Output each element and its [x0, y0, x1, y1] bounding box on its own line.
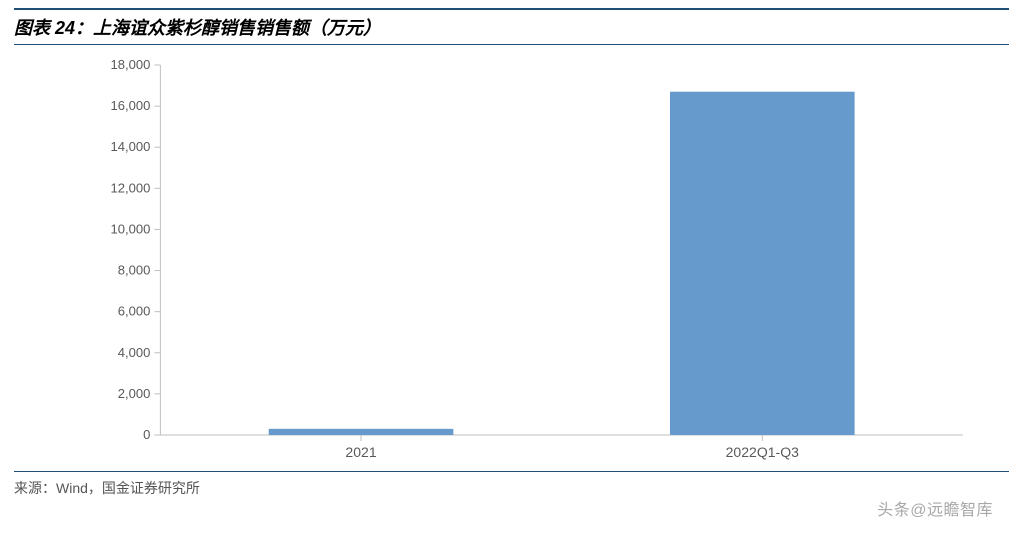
svg-text:2022Q1-Q3: 2022Q1-Q3 — [726, 444, 800, 460]
source-line: 来源：Wind，国金证券研究所 — [14, 478, 1009, 498]
svg-text:4,000: 4,000 — [118, 345, 151, 360]
svg-text:12,000: 12,000 — [110, 180, 150, 195]
svg-text:0: 0 — [143, 427, 150, 442]
chart-title: 图表 24：上海谊众紫杉醇销售销售额（万元） — [14, 12, 1009, 44]
title-main: 上海谊众紫杉醇销售销售额（万元） — [93, 18, 381, 38]
watermark: 头条@远瞻智库 — [877, 496, 993, 520]
svg-text:8,000: 8,000 — [118, 263, 151, 278]
source-text: Wind，国金证券研究所 — [56, 480, 200, 496]
svg-text:18,000: 18,000 — [110, 57, 150, 72]
bar-chart: 0 2,000 4,000 6,000 8,000 10,000 12,000 14,000 1… — [40, 55, 983, 465]
header-top-rule — [14, 8, 1009, 10]
footer-rule — [14, 471, 1009, 472]
header-underline — [14, 44, 1009, 45]
svg-text:10,000: 10,000 — [110, 221, 150, 236]
svg-text:2021: 2021 — [345, 444, 376, 460]
source-label: 来源： — [14, 480, 56, 496]
svg-text:16,000: 16,000 — [110, 98, 150, 113]
chart-svg: 0 2,000 4,000 6,000 8,000 10,000 12,000 14,000 1… — [40, 55, 983, 465]
svg-text:14,000: 14,000 — [110, 139, 150, 154]
svg-text:2,000: 2,000 — [118, 386, 151, 401]
svg-text:6,000: 6,000 — [118, 304, 151, 319]
title-prefix: 图表 24： — [14, 18, 93, 38]
